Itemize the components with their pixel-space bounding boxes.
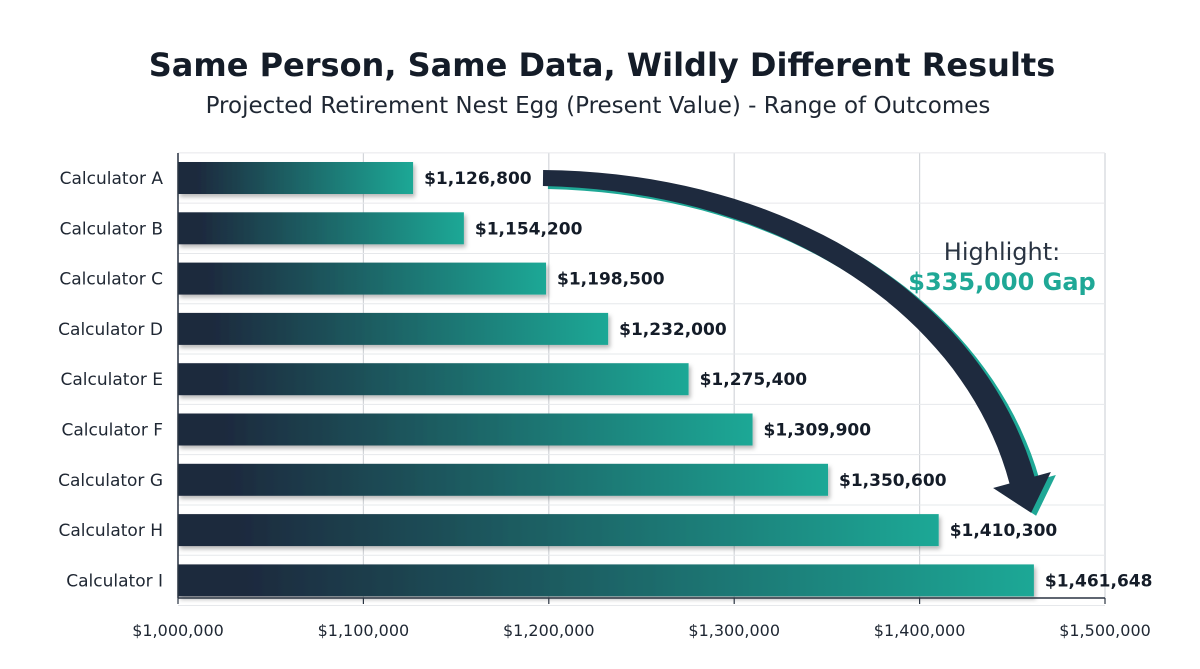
category-label: Calculator I	[66, 571, 163, 591]
bar-calculator-e	[178, 363, 689, 396]
category-label: Calculator B	[60, 219, 163, 239]
category-label: Calculator H	[58, 521, 163, 541]
gridlines	[177, 152, 1106, 607]
category-labels: Calculator A Calculator B Calculator C Calc…	[58, 169, 163, 591]
bar-calculator-i	[178, 564, 1034, 597]
category-label: Calculator A	[60, 169, 164, 189]
gap-annotation: Highlight: $335,000 Gap	[542, 170, 1096, 516]
bars	[178, 162, 1034, 597]
data-label: $1,350,600	[839, 471, 947, 491]
category-label: Calculator G	[58, 471, 163, 491]
category-label: Calculator E	[61, 370, 163, 390]
bar-calculator-c	[178, 262, 547, 295]
tick-label: $1,400,000	[874, 621, 966, 640]
category-label: Calculator C	[59, 270, 163, 290]
bar-calculator-g	[178, 463, 829, 496]
bar-calculator-f	[178, 413, 753, 446]
x-axis	[177, 153, 1105, 599]
tick-label: $1,300,000	[688, 621, 780, 640]
category-label: Calculator F	[61, 421, 163, 441]
data-label: $1,126,800	[424, 169, 532, 189]
tick-label: $1,500,000	[1059, 621, 1151, 640]
data-labels: $1,126,800 $1,154,200 $1,198,500 $1,232,000…	[424, 169, 1152, 591]
category-label: Calculator D	[58, 320, 163, 340]
data-label: $1,154,200	[475, 219, 583, 239]
data-label: $1,309,900	[764, 421, 872, 441]
tick-label: $1,100,000	[318, 621, 410, 640]
bar-calculator-d	[178, 312, 609, 345]
tick-label: $1,200,000	[503, 621, 595, 640]
x-tick-labels: $1,000,000 $1,100,000 $1,200,000 $1,300,000…	[132, 598, 1151, 640]
data-label: $1,198,500	[557, 270, 665, 290]
data-label: $1,410,300	[950, 521, 1058, 541]
chart-subtitle: Projected Retirement Nest Egg (Present V…	[206, 93, 991, 119]
bar-calculator-h	[178, 514, 939, 547]
data-label: $1,461,648	[1045, 571, 1153, 591]
bar-calculator-b	[178, 212, 464, 245]
chart-title: Same Person, Same Data, Wildly Different…	[149, 46, 1056, 84]
gap-arrow	[542, 170, 1051, 513]
highlight-gap-value: $335,000 Gap	[908, 268, 1095, 296]
tick-label: $1,000,000	[132, 621, 224, 640]
data-label: $1,275,400	[700, 370, 808, 390]
highlight-label: Highlight:	[944, 238, 1060, 266]
bar-calculator-a	[178, 162, 414, 194]
data-label: $1,232,000	[619, 320, 727, 340]
